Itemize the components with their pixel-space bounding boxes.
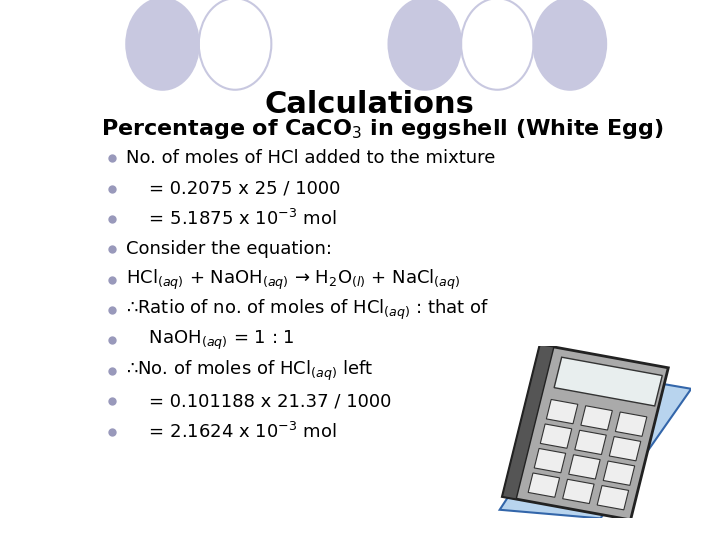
Text: HCl$_{(aq)}$ + NaOH$_{(aq)}$ → H$_2$O$_{(l)}$ + NaCl$_{(aq)}$: HCl$_{(aq)}$ + NaOH$_{(aq)}$ → H$_2$O$_{… bbox=[126, 268, 461, 292]
Text: ∴Ratio of no. of moles of HCl$_{(aq)}$ : that of: ∴Ratio of no. of moles of HCl$_{(aq)}$ :… bbox=[126, 298, 490, 322]
Text: ∴No. of moles of HCl$_{(aq)}$ left: ∴No. of moles of HCl$_{(aq)}$ left bbox=[126, 359, 374, 383]
Polygon shape bbox=[581, 406, 612, 430]
Polygon shape bbox=[609, 436, 641, 461]
Polygon shape bbox=[562, 480, 594, 504]
Text: Calculations: Calculations bbox=[264, 90, 474, 119]
Polygon shape bbox=[546, 400, 578, 424]
Text: Percentage of CaCO$_3$ in eggshell (White Egg): Percentage of CaCO$_3$ in eggshell (Whit… bbox=[101, 117, 664, 141]
Polygon shape bbox=[528, 473, 559, 497]
Text: = 2.1624 x 10$^{-3}$ mol: = 2.1624 x 10$^{-3}$ mol bbox=[126, 422, 337, 442]
Polygon shape bbox=[616, 412, 647, 436]
Text: Consider the equation:: Consider the equation: bbox=[126, 240, 332, 259]
Ellipse shape bbox=[126, 0, 199, 90]
Text: = 0.2075 x 25 / 1000: = 0.2075 x 25 / 1000 bbox=[126, 180, 341, 198]
Polygon shape bbox=[554, 357, 662, 406]
Ellipse shape bbox=[534, 0, 606, 90]
Text: = 5.1875 x 10$^{-3}$ mol: = 5.1875 x 10$^{-3}$ mol bbox=[126, 209, 337, 229]
Polygon shape bbox=[534, 449, 566, 472]
Polygon shape bbox=[575, 430, 606, 455]
Polygon shape bbox=[597, 485, 629, 510]
Polygon shape bbox=[503, 345, 554, 499]
Polygon shape bbox=[540, 424, 572, 448]
Text: No. of moles of HCl added to the mixture: No. of moles of HCl added to the mixture bbox=[126, 150, 495, 167]
Polygon shape bbox=[500, 372, 691, 518]
Text: NaOH$_{(aq)}$ = 1 : 1: NaOH$_{(aq)}$ = 1 : 1 bbox=[126, 329, 294, 352]
Ellipse shape bbox=[389, 0, 461, 90]
Text: = 0.101188 x 21.37 / 1000: = 0.101188 x 21.37 / 1000 bbox=[126, 392, 392, 410]
Polygon shape bbox=[603, 461, 635, 485]
Polygon shape bbox=[503, 345, 668, 520]
Polygon shape bbox=[569, 455, 600, 479]
